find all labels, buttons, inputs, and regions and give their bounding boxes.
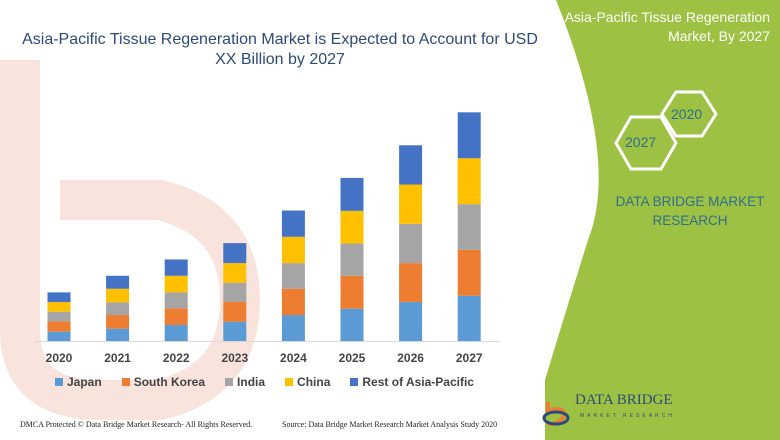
bar-2026-south-korea — [399, 263, 423, 303]
bar-2024-japan — [281, 315, 305, 341]
bar-2024-rest-of-asia-pacific — [281, 210, 305, 237]
bar-2027-india — [457, 204, 481, 250]
legend-item: Rest of Asia-Pacific — [350, 375, 474, 389]
bar-2022-south-korea — [164, 308, 188, 326]
bar-2022-japan — [164, 325, 188, 341]
watermark-logo-shape — [0, 60, 261, 420]
legend-item: Japan — [55, 375, 102, 389]
panel-title: Asia-Pacific Tissue Regeneration Market, … — [530, 8, 770, 46]
bar-2026-india — [399, 223, 423, 264]
x-tick-label: 2022 — [163, 351, 190, 365]
legend-label: India — [237, 375, 266, 389]
legend-item: China — [285, 375, 330, 389]
legend: Japan South Korea India China Rest of Asia-P… — [55, 375, 494, 389]
bar-2026-japan — [399, 302, 423, 341]
panel-brand-line2: RESEARCH — [652, 213, 728, 228]
bar-2024-south-korea — [281, 288, 305, 316]
bar-2021-japan — [106, 328, 130, 341]
bar-2026-rest-of-asia-pacific — [399, 145, 423, 185]
bar-2025-rest-of-asia-pacific — [340, 177, 364, 211]
x-tick-label: 2020 — [46, 351, 73, 365]
bar-2020-india — [47, 311, 71, 322]
x-tick-label: 2025 — [339, 351, 366, 365]
green-panel-shape — [545, 0, 780, 440]
bar-2020-japan — [47, 331, 71, 341]
hex-label-end: 2027 — [625, 134, 657, 150]
bar-2025-india — [340, 243, 364, 276]
bar-2023-rest-of-asia-pacific — [223, 243, 247, 264]
bar-2023-japan — [223, 321, 247, 341]
footer-source: Source: Data Bridge Market Research Mark… — [282, 420, 498, 429]
legend-label: South Korea — [133, 375, 206, 389]
panel-brand-line1: DATA BRIDGE MARKET — [615, 194, 765, 209]
bar-2020-south-korea — [47, 321, 71, 332]
legend-label: Rest of Asia-Pacific — [362, 375, 474, 389]
bar-2021-china — [106, 288, 130, 303]
hexagon-2027 — [614, 115, 678, 171]
x-tick-label: 2023 — [221, 351, 248, 365]
bar-2022-rest-of-asia-pacific — [164, 259, 188, 276]
bar-2023-china — [223, 263, 247, 283]
bar-2024-india — [281, 263, 305, 289]
legend-item: India — [225, 375, 265, 389]
logo-subtext: MARKET RESEARCH — [580, 413, 675, 419]
hex-label-start: 2020 — [671, 106, 703, 122]
bar-2020-china — [47, 302, 71, 312]
bar-2021-south-korea — [106, 315, 130, 329]
panel-brand: DATA BRIDGE MARKET RESEARCH — [600, 192, 780, 230]
x-tick-label: 2027 — [456, 351, 483, 365]
legend-swatch — [55, 378, 63, 386]
x-tick-label: 2021 — [104, 351, 131, 365]
stacked-bar-chart: 2020 2021 2022 2023 2024 2025 2026 2027 — [35, 112, 500, 365]
logo-text: DATA BRIDGE — [575, 392, 673, 408]
legend-item: South Korea — [121, 375, 206, 389]
legend-label: Japan — [67, 375, 102, 389]
x-tick-label: 2024 — [280, 351, 307, 365]
bar-2024-china — [281, 236, 305, 264]
panel-title-line1: Asia-Pacific Tissue Regeneration — [564, 9, 770, 25]
bar-2027-rest-of-asia-pacific — [457, 112, 481, 159]
bar-2027-japan — [457, 295, 481, 341]
x-tick-label: 2026 — [397, 351, 424, 365]
legend-swatch — [285, 378, 294, 386]
panel-title-line2: Market, By 2027 — [668, 28, 770, 44]
bar-2025-south-korea — [340, 275, 364, 309]
bar-2021-india — [106, 302, 130, 316]
legend-swatch — [121, 378, 130, 386]
footer-copyright: DMCA Protected © Data Bridge Market Rese… — [20, 420, 253, 429]
bar-2025-japan — [340, 308, 364, 341]
bar-2022-india — [164, 292, 188, 309]
hexagon-2020 — [660, 90, 718, 138]
logo-swoosh — [542, 410, 570, 426]
bar-2027-china — [457, 158, 481, 205]
legend-label: China — [297, 375, 331, 389]
bar-2023-india — [223, 282, 247, 302]
bar-2026-china — [399, 184, 423, 224]
bar-2022-china — [164, 275, 188, 293]
bar-2025-china — [340, 210, 364, 244]
bar-2027-south-korea — [457, 249, 481, 296]
bar-2020-rest-of-asia-pacific — [47, 292, 71, 303]
legend-swatch — [225, 378, 234, 386]
chart-title: Asia-Pacific Tissue Regeneration Market … — [22, 31, 538, 68]
legend-swatch — [350, 378, 359, 386]
bar-2023-south-korea — [223, 301, 247, 322]
bar-2021-rest-of-asia-pacific — [106, 275, 130, 289]
